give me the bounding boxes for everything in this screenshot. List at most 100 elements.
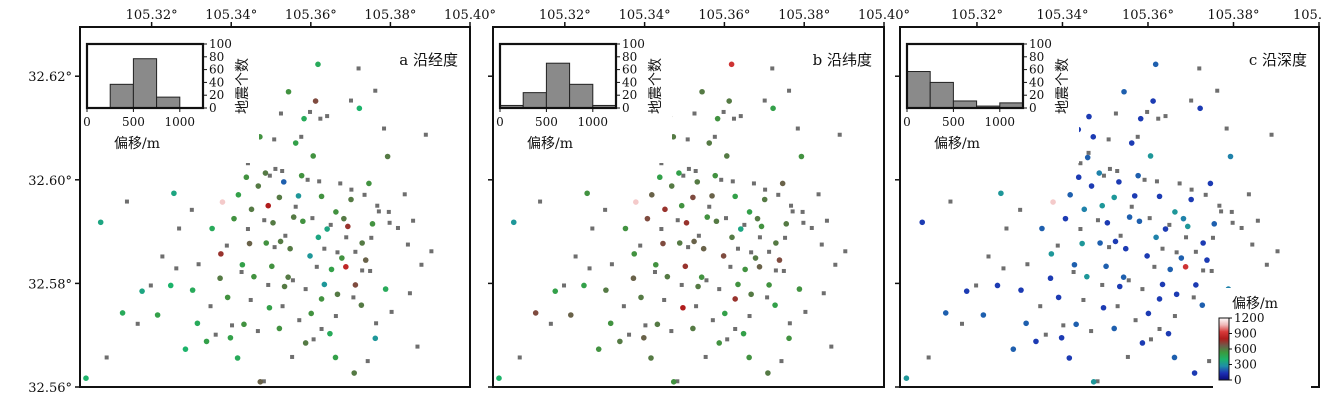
event-point [662, 206, 668, 213]
station-square [174, 266, 179, 271]
event-point [1121, 88, 1127, 95]
event-point [676, 240, 683, 246]
station-square [373, 88, 378, 93]
station-square [609, 262, 614, 267]
event-point [224, 294, 231, 301]
event-point [1159, 281, 1166, 288]
event-point [1131, 193, 1138, 199]
station-square [719, 177, 724, 182]
event-point [343, 264, 349, 270]
event-point [171, 190, 177, 197]
station-square [1061, 323, 1066, 328]
event-point [712, 172, 719, 179]
station-square [652, 270, 657, 275]
event-point [695, 283, 701, 290]
station-square [1142, 177, 1147, 182]
event-point [1100, 304, 1107, 311]
station-square [267, 173, 272, 178]
station-square [349, 187, 354, 192]
event-point [217, 275, 223, 282]
event-point [1204, 257, 1210, 263]
station-square [1189, 98, 1194, 103]
event-point [919, 219, 926, 226]
event-point [595, 346, 602, 352]
station-square [376, 209, 381, 214]
histogram-bar [906, 71, 931, 109]
event-point [737, 226, 744, 232]
station-square [104, 355, 109, 360]
station-square [675, 379, 680, 384]
station-square [779, 359, 784, 364]
event-point [332, 354, 339, 361]
hist-y-tick-label: 80 [622, 50, 637, 64]
event-point [281, 283, 288, 290]
histogram-bar [545, 62, 571, 109]
station-square [1201, 268, 1206, 273]
histogram-bar [522, 92, 547, 109]
event-point [622, 225, 629, 232]
station-square [1001, 266, 1006, 271]
event-point [345, 223, 351, 230]
event-point [607, 320, 614, 327]
event-point [1023, 320, 1029, 327]
event-point [732, 193, 738, 200]
station-square [1215, 88, 1220, 93]
event-point [631, 251, 638, 257]
station-square [926, 355, 931, 360]
event-point [1111, 194, 1118, 201]
event-point [384, 153, 391, 160]
station-square [245, 227, 250, 232]
histogram-bar [929, 81, 954, 109]
hist-x-tick-label: 500 [942, 115, 965, 129]
station-square [1148, 337, 1153, 342]
station-square [662, 297, 667, 302]
colorbar-tick-label: 300 [1234, 358, 1257, 372]
station-square [1101, 173, 1106, 178]
colorbar-tick-label: 1200 [1234, 311, 1265, 325]
event-point [1207, 180, 1214, 187]
event-point [668, 183, 675, 189]
station-square [679, 282, 684, 287]
event-point [690, 325, 696, 332]
station-square [160, 254, 165, 259]
station-square [517, 355, 522, 360]
station-square [821, 291, 826, 296]
station-square [213, 332, 218, 337]
station-square [795, 126, 800, 131]
station-square [322, 246, 327, 251]
station-square [419, 262, 424, 267]
event-point [656, 174, 663, 181]
station-square [833, 262, 838, 267]
station-square [790, 209, 795, 214]
station-square [762, 98, 767, 103]
station-square [816, 192, 821, 197]
station-square [1210, 235, 1215, 240]
event-point [728, 61, 735, 68]
station-square [272, 245, 277, 250]
station-square [1038, 304, 1043, 309]
event-point [1090, 134, 1097, 140]
station-square [1140, 287, 1145, 292]
event-point [1066, 355, 1073, 361]
event-point [735, 281, 741, 288]
station-square [402, 192, 407, 197]
event-point [266, 304, 273, 311]
station-square [1156, 116, 1161, 121]
event-point [1153, 234, 1159, 241]
station-square [809, 225, 814, 230]
panel-a: 105.32° 105.34° 105.36° 105.38° 105.40° 32.56… [28, 8, 496, 396]
station-square [314, 264, 319, 269]
event-point [772, 302, 778, 308]
event-point [359, 240, 365, 246]
event-point [351, 370, 357, 376]
station-square [819, 242, 824, 247]
colorbar-tick-label: 0 [1234, 373, 1242, 387]
hist-xlabel: 偏移/m [934, 136, 980, 152]
station-square [290, 354, 295, 359]
station-square [1172, 314, 1177, 319]
event-point [700, 245, 707, 252]
event-point [706, 140, 713, 146]
event-point [1145, 310, 1152, 317]
event-point [1075, 174, 1082, 181]
